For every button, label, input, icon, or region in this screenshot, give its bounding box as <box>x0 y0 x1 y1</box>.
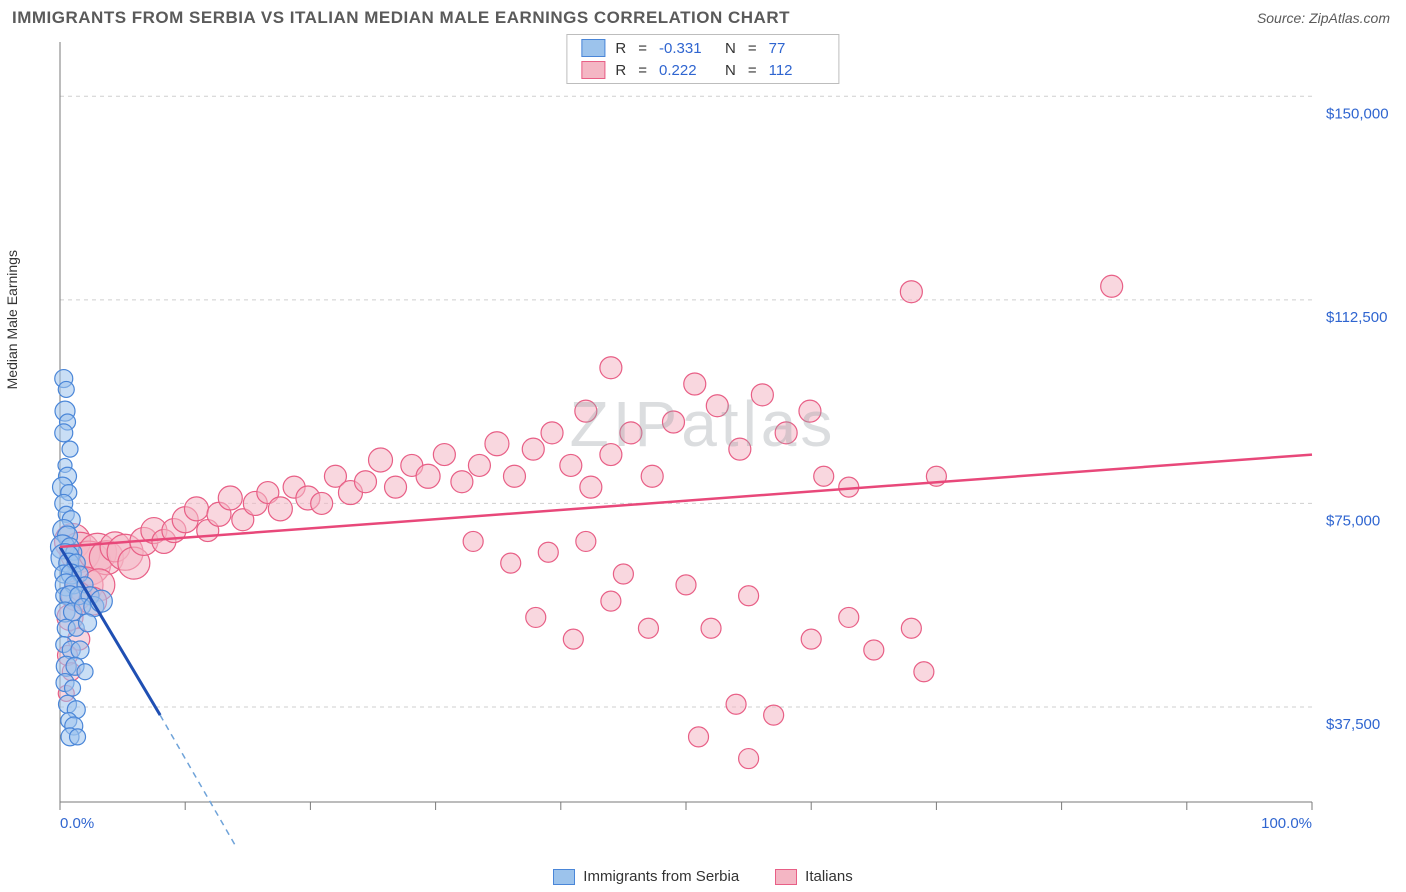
y-axis-label: Median Male Earnings <box>4 250 20 389</box>
series-legend: Immigrants from Serbia Italians <box>12 868 1394 885</box>
legend-bottom-swatch-serbia <box>553 869 575 885</box>
svg-text:0.0%: 0.0% <box>60 815 94 832</box>
svg-text:100.0%: 100.0% <box>1261 815 1312 832</box>
legend-label-serbia: Immigrants from Serbia <box>583 868 739 885</box>
legend-item-serbia: Immigrants from Serbia <box>553 868 739 885</box>
legend-item-italians: Italians <box>775 868 853 885</box>
legend-bottom-swatch-italians <box>775 869 797 885</box>
n-value-italians: 112 <box>769 62 825 79</box>
svg-text:$75,000: $75,000 <box>1326 512 1380 529</box>
scatter-plot: $37,500 $75,000 $112,500 $150,000 0.0% 100.0% <box>12 32 1394 862</box>
legend-swatch-italians <box>581 61 605 79</box>
chart-header: IMMIGRANTS FROM SERBIA VS ITALIAN MEDIAN… <box>0 0 1406 32</box>
correlation-legend: R = -0.331 N = 77 R = 0.222 N = 112 <box>566 34 839 84</box>
chart-source: Source: ZipAtlas.com <box>1257 10 1390 26</box>
chart-title: IMMIGRANTS FROM SERBIA VS ITALIAN MEDIAN… <box>12 8 790 28</box>
r-value-italians: 0.222 <box>659 62 715 79</box>
legend-row-italians: R = 0.222 N = 112 <box>567 59 838 81</box>
legend-swatch-serbia <box>581 39 605 57</box>
svg-text:$150,000: $150,000 <box>1326 105 1389 122</box>
n-value-serbia: 77 <box>769 40 825 57</box>
r-value-serbia: -0.331 <box>659 40 715 57</box>
legend-row-serbia: R = -0.331 N = 77 <box>567 37 838 59</box>
svg-text:$37,500: $37,500 <box>1326 716 1380 733</box>
chart-area: Median Male Earnings ZIPatlas R = -0.331… <box>12 32 1394 885</box>
legend-label-italians: Italians <box>805 868 853 885</box>
svg-text:$112,500: $112,500 <box>1326 309 1387 326</box>
